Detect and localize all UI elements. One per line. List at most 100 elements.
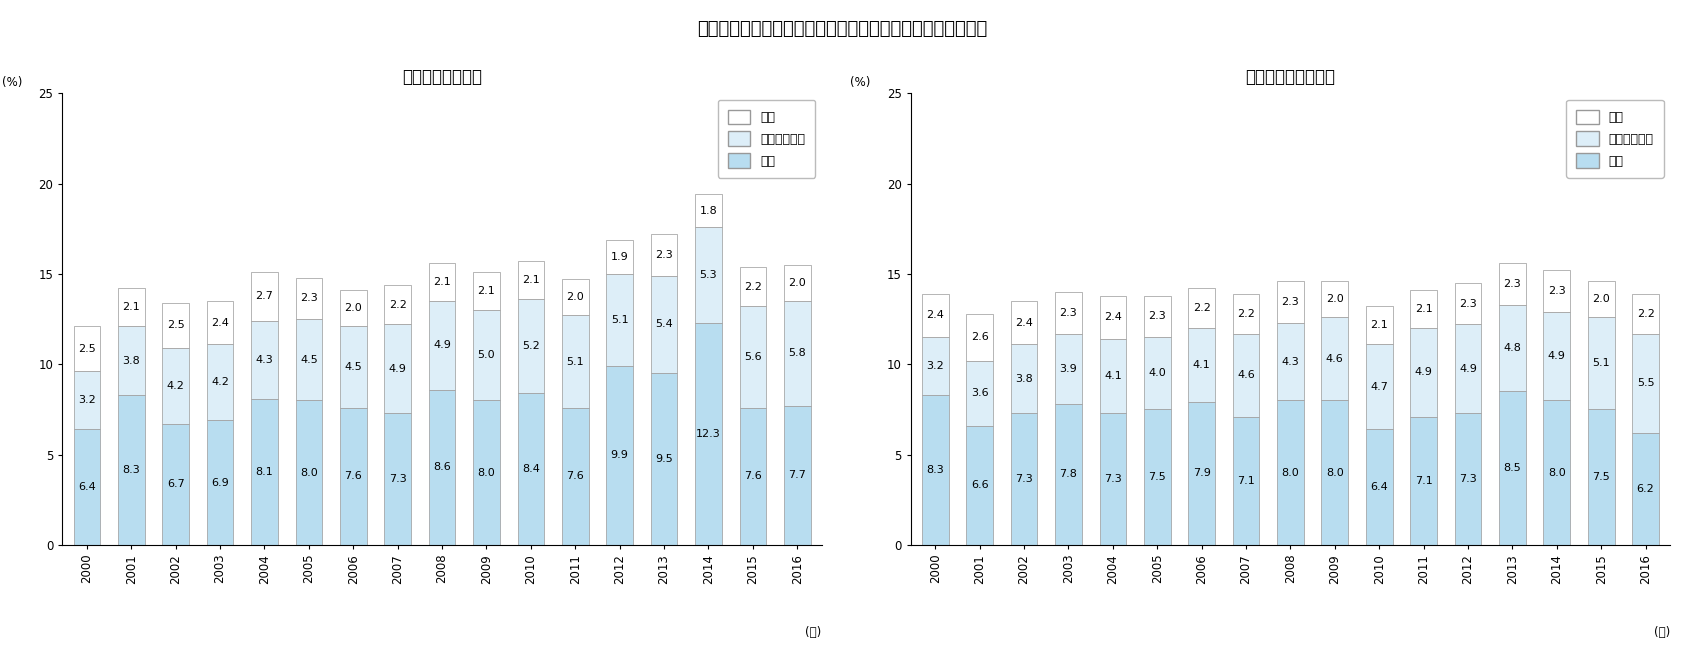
Text: 7.3: 7.3	[1104, 474, 1122, 484]
Text: 4.6: 4.6	[1326, 354, 1343, 364]
Bar	[1144, 295, 1171, 337]
Bar	[650, 276, 677, 373]
Text: 5.5: 5.5	[1636, 378, 1655, 388]
Bar	[162, 303, 189, 348]
Bar	[517, 261, 544, 299]
Bar	[922, 337, 949, 395]
Text: 6.4: 6.4	[78, 482, 96, 492]
Bar	[650, 373, 677, 545]
Legend: 通信, 自動車関係費, 交通: 通信, 自動車関係費, 交通	[1567, 100, 1663, 178]
Text: 7.9: 7.9	[1193, 468, 1210, 479]
Bar	[1410, 416, 1437, 545]
Bar	[740, 267, 767, 307]
Bar	[650, 234, 677, 276]
Text: 8.1: 8.1	[256, 467, 273, 477]
Text: 2.1: 2.1	[1370, 321, 1388, 331]
Bar	[1233, 334, 1259, 416]
Text: 2.2: 2.2	[1636, 309, 1655, 319]
Text: 4.2: 4.2	[167, 381, 185, 391]
Bar	[295, 277, 322, 319]
Text: 4.5: 4.5	[344, 362, 362, 372]
Text: 2.0: 2.0	[566, 293, 585, 303]
Bar	[740, 307, 767, 408]
Text: 2.3: 2.3	[1060, 308, 1077, 318]
Text: 2.3: 2.3	[655, 250, 672, 260]
Text: 4.3: 4.3	[1282, 356, 1299, 366]
Text: 2.0: 2.0	[789, 278, 805, 288]
Bar	[162, 348, 189, 424]
Bar	[1410, 328, 1437, 416]
Bar	[1188, 402, 1215, 545]
Text: 4.0: 4.0	[1149, 368, 1166, 378]
Bar	[561, 408, 588, 545]
Bar	[966, 426, 992, 545]
Text: 図２　子育て世帯の消費内訳の推移～「交通・通信」の内訳: 図２ 子育て世帯の消費内訳の推移～「交通・通信」の内訳	[698, 20, 987, 38]
Bar	[1144, 410, 1171, 545]
Text: 4.7: 4.7	[1370, 382, 1388, 392]
Text: 2.4: 2.4	[211, 318, 229, 328]
Text: 8.0: 8.0	[1326, 467, 1343, 477]
Bar	[1587, 317, 1614, 410]
Text: 2.6: 2.6	[971, 332, 989, 342]
Bar	[1454, 325, 1481, 413]
Bar	[740, 408, 767, 545]
Bar	[1633, 334, 1660, 433]
Text: 4.9: 4.9	[1459, 364, 1478, 374]
Bar	[1367, 429, 1392, 545]
Bar	[384, 413, 411, 545]
Text: 7.1: 7.1	[1415, 475, 1432, 485]
Text: 2.2: 2.2	[1237, 309, 1255, 319]
Bar	[607, 274, 634, 366]
Text: 8.0: 8.0	[300, 467, 318, 477]
Text: 2.1: 2.1	[433, 277, 452, 287]
Bar	[1543, 270, 1570, 312]
Text: 5.1: 5.1	[612, 315, 629, 325]
Bar	[207, 344, 234, 420]
Bar	[517, 393, 544, 545]
Text: 8.5: 8.5	[1503, 463, 1522, 473]
Bar	[74, 372, 99, 429]
Bar	[1454, 283, 1481, 325]
Text: 4.2: 4.2	[211, 377, 229, 387]
Text: 2.2: 2.2	[389, 300, 406, 310]
Text: 5.1: 5.1	[1592, 358, 1609, 368]
Text: 4.8: 4.8	[1503, 343, 1522, 353]
Bar	[1100, 413, 1126, 545]
Bar	[207, 420, 234, 545]
Text: 5.3: 5.3	[699, 270, 718, 280]
Text: 3.8: 3.8	[1014, 374, 1033, 384]
Text: 4.9: 4.9	[433, 340, 452, 350]
Bar	[1543, 312, 1570, 400]
Bar	[1321, 281, 1348, 317]
Text: 2.7: 2.7	[256, 291, 273, 301]
Text: 7.7: 7.7	[789, 470, 805, 480]
Bar	[295, 319, 322, 400]
Text: 5.0: 5.0	[477, 350, 495, 360]
Bar	[517, 299, 544, 393]
Bar	[384, 285, 411, 325]
Text: (年): (年)	[1653, 626, 1670, 639]
Text: 5.4: 5.4	[655, 319, 672, 329]
Text: 6.9: 6.9	[211, 477, 229, 487]
Bar	[473, 310, 500, 400]
Text: 3.2: 3.2	[78, 396, 96, 406]
Bar	[696, 194, 721, 227]
Text: 2.2: 2.2	[743, 281, 762, 291]
Bar	[295, 400, 322, 545]
Bar	[251, 398, 278, 545]
Bar	[340, 290, 367, 327]
Bar	[1500, 263, 1525, 305]
Bar	[340, 408, 367, 545]
Text: 2.3: 2.3	[1549, 286, 1565, 296]
Text: (年): (年)	[805, 626, 822, 639]
Text: 1.8: 1.8	[699, 205, 718, 215]
Text: 4.9: 4.9	[389, 364, 406, 374]
Bar	[607, 239, 634, 274]
Bar	[428, 301, 455, 390]
Bar	[74, 327, 99, 372]
Text: 4.1: 4.1	[1104, 371, 1122, 381]
Text: 2.3: 2.3	[300, 293, 318, 303]
Bar	[1055, 334, 1082, 404]
Text: 4.9: 4.9	[1549, 351, 1565, 361]
Text: 2.3: 2.3	[1282, 297, 1299, 307]
